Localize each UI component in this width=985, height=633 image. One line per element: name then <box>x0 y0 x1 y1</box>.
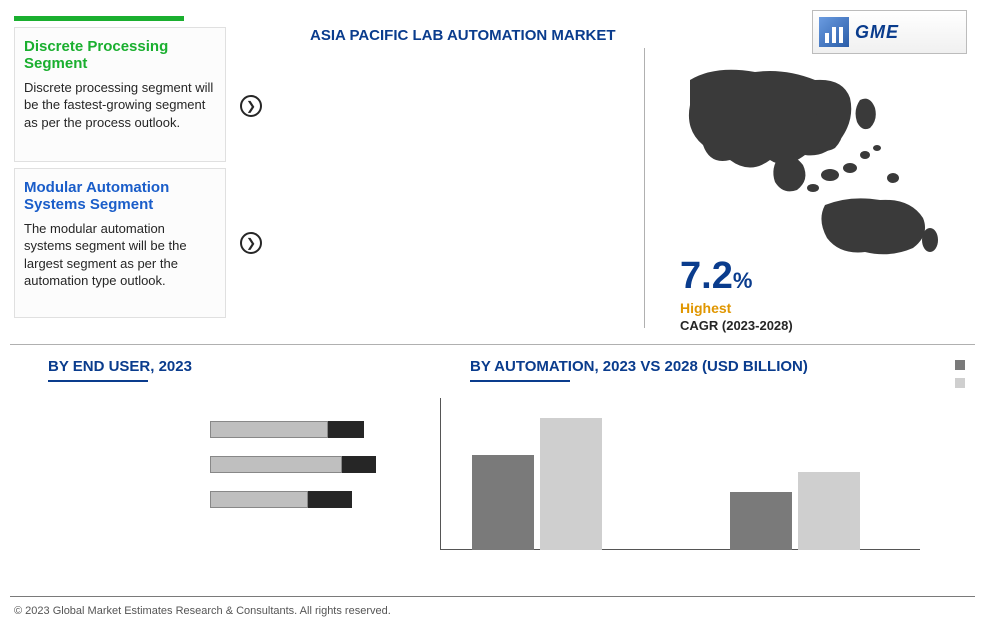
copyright-text: © 2023 Global Market Estimates Research … <box>14 605 391 617</box>
vbar-2023 <box>472 455 534 550</box>
card-title: Modular Automation Systems Segment <box>24 179 216 214</box>
hbar-light <box>210 421 328 438</box>
title-underline <box>48 380 148 382</box>
cagr-percent: % <box>733 268 753 293</box>
asia-pacific-map <box>675 60 955 260</box>
accent-bar-green <box>14 16 184 21</box>
y-axis <box>440 398 441 550</box>
legend-swatch-2028 <box>955 378 965 388</box>
card-body: The modular automation systems segment w… <box>24 220 216 290</box>
vertical-divider <box>644 48 645 328</box>
hbar-dark <box>328 421 364 438</box>
hbar-light <box>210 491 308 508</box>
hbar-dark <box>308 491 352 508</box>
card-title: Discrete Processing Segment <box>24 38 216 73</box>
hbar-light <box>210 456 342 473</box>
cagr-label-highest: Highest <box>680 300 731 316</box>
gme-logo: GME <box>812 10 967 54</box>
bullet-row: ❯ <box>240 232 620 254</box>
bullet-row: ❯ <box>240 95 620 117</box>
chevron-right-icon: ❯ <box>240 232 262 254</box>
vbar-2028 <box>540 418 602 550</box>
section-title-automation: BY AUTOMATION, 2023 VS 2028 (USD BILLION… <box>470 358 808 375</box>
logo-text: GME <box>855 22 899 43</box>
section-title-enduser: BY END USER, 2023 <box>48 358 192 375</box>
footer-divider <box>10 596 975 597</box>
vbar-2028 <box>798 472 860 550</box>
legend-swatch-2023 <box>955 360 965 370</box>
chevron-right-icon: ❯ <box>240 95 262 117</box>
cagr-value: 7.2% <box>680 255 752 298</box>
vbar-2023 <box>730 492 792 550</box>
logo-chart-icon <box>819 17 849 47</box>
horizontal-divider <box>10 344 975 345</box>
title-underline <box>470 380 570 382</box>
segment-card-modular: Modular Automation Systems Segment The m… <box>14 168 226 318</box>
hbar-dark <box>342 456 376 473</box>
automation-bar-chart <box>440 398 920 568</box>
cagr-label-period: CAGR (2023-2028) <box>680 318 793 333</box>
main-title: ASIA PACIFIC LAB AUTOMATION MARKET <box>310 27 616 44</box>
card-body: Discrete processing segment will be the … <box>24 79 216 132</box>
segment-card-discrete: Discrete Processing Segment Discrete pro… <box>14 27 226 162</box>
cagr-number: 7.2 <box>680 255 733 297</box>
